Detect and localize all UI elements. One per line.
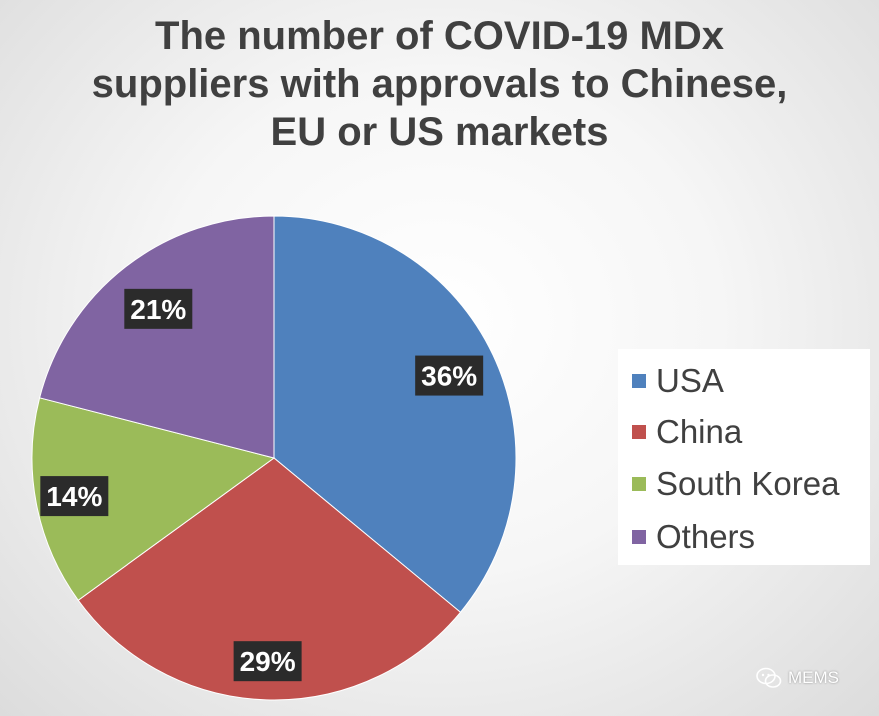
chart-title-line-3: EU or US markets — [270, 110, 609, 154]
chart-legend: USA China South Korea Others — [618, 349, 870, 565]
pie-slice-china — [77, 457, 462, 701]
legend-swatch-usa — [632, 374, 646, 388]
wechat-icon — [756, 667, 782, 688]
chart-title-line-2: suppliers with approvals to Chinese, — [91, 62, 788, 106]
legend-swatch-china — [632, 425, 646, 439]
legend-label-south-korea: South Korea — [656, 465, 840, 502]
pie-slice-south-korea — [31, 397, 276, 601]
chart-title-line-1: The number of COVID-19 MDx — [155, 14, 724, 58]
legend-swatch-others — [632, 530, 646, 544]
legend-label-others: Others — [656, 518, 756, 555]
legend-item-others: Others — [632, 517, 755, 557]
data-label-text-south-korea: 14% — [46, 481, 102, 512]
legend-item-china: China — [632, 412, 742, 452]
data-label-box-china — [233, 641, 302, 682]
watermark-text: MEMS — [788, 668, 839, 687]
data-label-box-south-korea — [40, 476, 109, 517]
watermark: MEMS — [756, 667, 839, 689]
legend-swatch-south-korea — [632, 477, 646, 491]
data-label-others: 21% — [124, 288, 193, 329]
data-label-text-others: 21% — [130, 294, 186, 325]
data-label-text-usa: 36% — [421, 361, 477, 392]
data-label-text-china: 29% — [240, 646, 296, 677]
data-label-china: 29% — [233, 641, 302, 682]
legend-item-usa: USA — [632, 361, 724, 401]
chart-title: The number of COVID-19 MDx suppliers wit… — [0, 12, 879, 156]
legend-label-usa: USA — [656, 362, 724, 399]
legend-label-china: China — [656, 413, 743, 450]
data-label-south-korea: 14% — [40, 476, 109, 517]
legend-item-south-korea: South Korea — [632, 464, 839, 504]
pie-slice-others — [38, 215, 275, 459]
pie-slice-usa — [273, 215, 517, 613]
data-label-box-usa — [415, 355, 484, 396]
data-label-usa: 36% — [415, 355, 484, 396]
data-label-box-others — [124, 288, 193, 329]
